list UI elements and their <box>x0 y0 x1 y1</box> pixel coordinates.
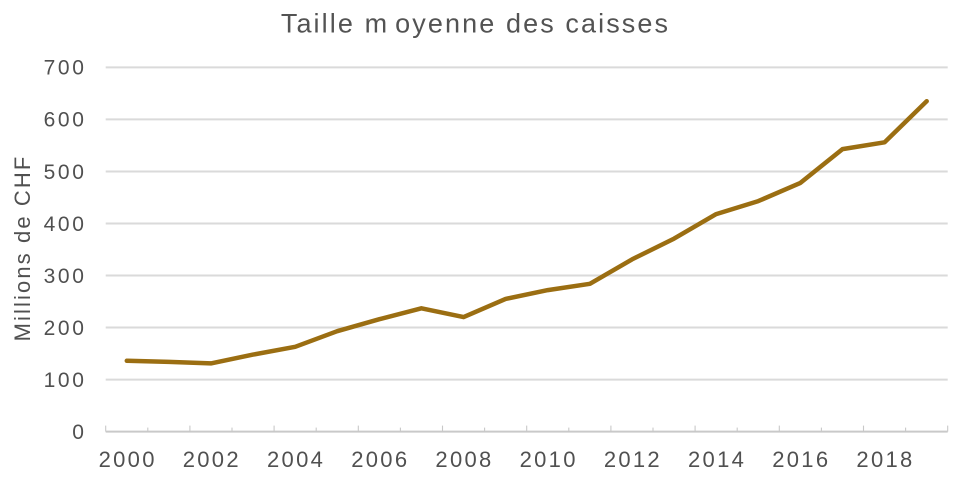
svg-text:500: 500 <box>44 161 87 184</box>
svg-text:2016: 2016 <box>772 447 830 472</box>
svg-text:2006: 2006 <box>351 447 409 472</box>
svg-text:700: 700 <box>44 57 87 80</box>
svg-text:2018: 2018 <box>856 447 914 472</box>
svg-text:Millions de CHF: Millions de CHF <box>10 155 35 342</box>
svg-text:400: 400 <box>44 213 87 236</box>
svg-text:2014: 2014 <box>688 447 746 472</box>
svg-text:300: 300 <box>44 265 87 288</box>
svg-text:2010: 2010 <box>520 447 578 472</box>
svg-text:0: 0 <box>72 421 86 444</box>
svg-text:600: 600 <box>44 109 87 132</box>
svg-text:2004: 2004 <box>267 447 325 472</box>
svg-text:2008: 2008 <box>435 447 493 472</box>
svg-text:2012: 2012 <box>604 447 662 472</box>
svg-text:200: 200 <box>44 317 87 340</box>
svg-text:2002: 2002 <box>183 447 241 472</box>
svg-text:2000: 2000 <box>99 447 157 472</box>
svg-text:100: 100 <box>44 369 87 392</box>
